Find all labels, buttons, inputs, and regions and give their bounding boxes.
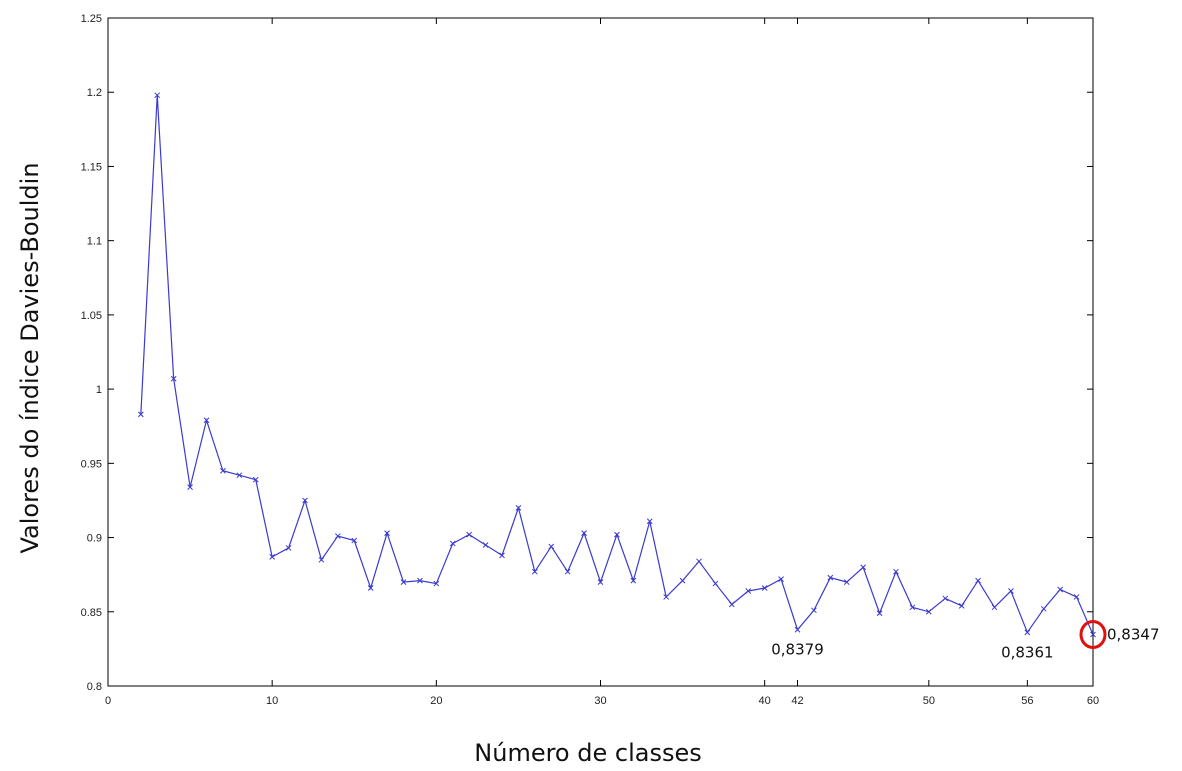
y-axis-ticks: 0.8 0.85 0.9 0.95 1 1.05 1.1 1.15 1.2 1.25 <box>81 13 1093 693</box>
data-point-marker <box>236 472 243 479</box>
data-point-marker <box>269 553 276 560</box>
data-point-marker <box>728 601 735 608</box>
data-point-marker <box>499 552 505 559</box>
data-point-marker <box>843 579 850 585</box>
annotation-label: 0,8361 <box>1001 643 1054 661</box>
data-point-marker <box>548 543 555 550</box>
x-axis-ticks: 0 10 20 30 40 42 50 56 60 <box>105 18 1099 707</box>
data-point-marker <box>679 577 686 584</box>
data-point-marker <box>334 533 341 539</box>
y-tick-label: 1 <box>96 384 102 396</box>
data-point-marker <box>384 530 390 536</box>
data-point-marker <box>794 626 801 633</box>
data-point-marker <box>581 530 587 536</box>
data-point-marker <box>564 568 571 575</box>
data-point-marker <box>285 545 292 551</box>
y-tick-label: 0.9 <box>87 533 102 545</box>
x-tick-label: 56 <box>1021 695 1033 707</box>
markers-group <box>137 92 1096 638</box>
x-tick-label: 20 <box>430 695 442 707</box>
data-point-marker <box>909 604 916 611</box>
x-tick-label: 10 <box>266 695 278 707</box>
data-point-marker <box>696 558 702 565</box>
data-point-marker <box>433 580 440 587</box>
data-point-marker <box>646 518 653 525</box>
data-point-marker <box>482 542 489 548</box>
x-tick-label: 42 <box>791 695 803 707</box>
data-point-marker <box>958 602 965 609</box>
data-point-marker <box>614 531 620 538</box>
y-tick-label: 0.95 <box>81 458 102 470</box>
y-tick-label: 0.8 <box>87 681 102 693</box>
y-axis-title: Valores do índice Davies-Bouldin <box>16 162 44 553</box>
data-point-marker <box>252 476 259 483</box>
data-point-marker <box>531 568 538 575</box>
data-point-marker <box>170 375 177 382</box>
highlight-circle <box>1079 619 1107 649</box>
data-point-marker <box>1057 586 1064 593</box>
x-tick-label: 60 <box>1087 695 1099 707</box>
data-point-marker <box>1008 588 1014 594</box>
data-point-marker <box>597 579 604 585</box>
data-point-marker <box>991 604 998 611</box>
data-point-marker <box>318 556 325 563</box>
data-point-marker <box>942 595 949 602</box>
y-tick-label: 1.15 <box>81 161 102 173</box>
data-point-marker <box>515 505 522 511</box>
data-point-marker <box>449 540 456 547</box>
data-point-marker <box>466 531 473 538</box>
data-point-marker <box>893 568 899 575</box>
data-point-marker <box>1073 594 1080 600</box>
data-point-marker <box>154 92 161 99</box>
data-point-marker <box>630 577 637 584</box>
y-tick-label: 1.05 <box>81 310 102 322</box>
data-point-marker <box>876 610 883 617</box>
data-point-marker <box>745 588 752 594</box>
y-tick-label: 1.1 <box>87 236 102 248</box>
data-point-marker <box>187 484 193 490</box>
data-point-marker <box>811 607 817 614</box>
data-point-marker <box>137 411 144 418</box>
data-point-marker <box>1040 605 1047 612</box>
data-point-marker <box>400 579 407 585</box>
x-tick-label: 30 <box>594 695 606 707</box>
data-point-marker <box>925 608 932 615</box>
data-point-marker <box>302 497 308 504</box>
data-point-marker <box>203 417 210 424</box>
y-tick-label: 0.85 <box>81 607 102 619</box>
data-point-marker <box>827 574 834 581</box>
data-point-marker <box>1090 631 1096 638</box>
plot-area <box>107 17 1094 687</box>
data-point-marker <box>663 594 670 600</box>
data-point-marker <box>220 467 226 474</box>
data-point-marker <box>761 585 768 591</box>
data-point-marker <box>351 537 358 544</box>
data-point-marker <box>367 585 374 591</box>
x-axis-title: Número de classes <box>474 739 701 767</box>
y-tick-label: 1.25 <box>81 13 102 25</box>
x-tick-label: 50 <box>923 695 935 707</box>
data-point-marker <box>712 580 719 587</box>
data-point-marker <box>860 564 867 571</box>
x-tick-label: 0 <box>105 695 111 707</box>
annotations-group: 0,8379 0,8361 0,8347 <box>771 619 1160 661</box>
annotation-label: 0,8347 <box>1107 625 1160 643</box>
x-tick-label: 40 <box>759 695 771 707</box>
annotation-label: 0,8379 <box>771 641 824 659</box>
data-point-marker <box>417 577 423 584</box>
data-point-marker <box>778 576 784 582</box>
data-point-marker <box>1024 629 1031 636</box>
y-tick-label: 1.2 <box>87 87 102 99</box>
data-point-marker <box>975 577 981 584</box>
